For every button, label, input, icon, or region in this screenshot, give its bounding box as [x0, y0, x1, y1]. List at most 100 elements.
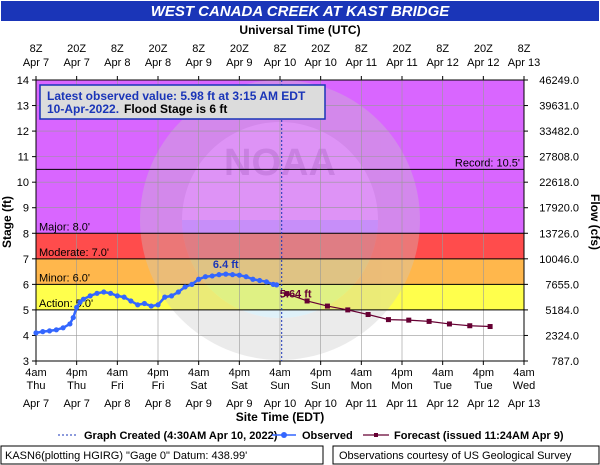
x-tick-day: Fri	[152, 380, 165, 392]
top-tick-time: 20Z	[393, 43, 412, 55]
legend: Graph Created (4:30AM Apr 10, 2022) Obse…	[58, 430, 564, 442]
observed-point	[33, 330, 39, 336]
y-tick-label: 4	[23, 330, 29, 342]
observed-point	[128, 298, 134, 304]
x-tick-time: 4pm	[473, 367, 494, 379]
x-tick-day: Thu	[27, 380, 46, 392]
forecast-point	[284, 291, 290, 297]
threshold-label-major: Major: 8.0'	[39, 221, 90, 233]
flow-tick-label: 787.0	[551, 356, 579, 368]
observed-point	[77, 299, 83, 305]
x-tick-time: 4am	[513, 367, 534, 379]
x-tick-date: Apr 7	[64, 398, 90, 410]
flow-tick-label: 5184.0	[545, 305, 579, 317]
top-tick-date: Apr 13	[508, 57, 540, 69]
threshold-label-minor: Minor: 6.0'	[39, 272, 90, 284]
forecast-point	[406, 317, 412, 323]
x-tick-day: Sun	[311, 380, 331, 392]
observed-peak-label: 6.4 ft	[213, 259, 239, 271]
observed-point	[263, 279, 270, 285]
forecast-point	[385, 317, 391, 323]
y-tick-label: 11	[18, 152, 29, 164]
observed-point	[70, 314, 76, 321]
record-label: Record: 10.5'	[455, 157, 520, 169]
flow-tick-label: 46249.0	[539, 75, 579, 87]
x-tick-time: 4am	[432, 367, 453, 379]
x-tick-day: Sat	[190, 380, 207, 392]
x-tick-date: Apr 12	[426, 398, 458, 410]
top-tick-time: 8Z	[30, 43, 43, 55]
x-tick-day: Wed	[513, 380, 535, 392]
observed-point	[202, 274, 209, 280]
observed-point	[101, 289, 107, 295]
x-tick-day: Sun	[270, 380, 290, 392]
observed-point	[87, 293, 93, 299]
top-tick-time: 20Z	[474, 43, 493, 55]
observed-point	[189, 281, 195, 287]
title-bar	[1, 1, 599, 21]
forecast-point	[487, 324, 493, 330]
y-tick-label: 12	[17, 126, 29, 138]
flow-tick-label: 13726.0	[539, 228, 579, 240]
legend-observed: Observed	[302, 430, 353, 442]
flood-stage-text: Flood Stage is 6 ft	[124, 102, 227, 116]
observed-point	[40, 329, 46, 335]
x-tick-day: Mon	[391, 380, 412, 392]
observed-point	[162, 294, 168, 300]
forecast-point	[467, 323, 473, 329]
footer: KASN6(plotting HGIRG) "Gage 0" Datum: 43…	[0, 445, 600, 465]
forecast-point	[446, 321, 452, 327]
top-tick-time: 8Z	[355, 43, 368, 55]
top-tick-date: Apr 8	[104, 57, 130, 69]
x-tick-day: Sat	[231, 380, 248, 392]
x-axis-title: Site Time (EDT)	[236, 410, 324, 424]
forecast-point	[324, 303, 330, 309]
observed-point	[46, 328, 53, 334]
top-tick-date: Apr 10	[304, 57, 336, 69]
top-tick-date: Apr 7	[23, 57, 49, 69]
top-tick-time: 8Z	[436, 43, 449, 55]
legend-graph-created: Graph Created (4:30AM Apr 10, 2022)	[84, 430, 278, 442]
top-tick-date: Apr 12	[426, 57, 458, 69]
x-tick-date: Apr 10	[264, 398, 296, 410]
x-tick-day: Mon	[351, 380, 372, 392]
observed-point	[53, 327, 59, 333]
observed-point	[175, 289, 181, 295]
observed-point	[114, 293, 120, 299]
observed-point	[274, 282, 280, 288]
x-tick-date: Apr 11	[386, 398, 418, 410]
top-tick-time: 20Z	[311, 43, 330, 55]
x-tick-day: Fri	[111, 380, 124, 392]
top-tick-time: 8Z	[192, 43, 205, 55]
flow-tick-label: 27808.0	[539, 152, 579, 164]
observed-point	[209, 273, 215, 279]
x-tick-date: Apr 8	[104, 398, 130, 410]
y-tick-label: 6	[23, 279, 29, 291]
observed-point	[94, 290, 100, 296]
observed-point	[196, 276, 202, 282]
forecast-first-label: 5.64 ft	[280, 289, 312, 301]
x-tick-date: Apr 13	[508, 398, 540, 410]
top-tick-date: Apr 11	[346, 57, 378, 69]
top-tick-time: 20Z	[67, 43, 86, 55]
top-tick-time: 8Z	[274, 43, 287, 55]
y-tick-label: 5	[23, 305, 29, 317]
x-tick-date: Apr 11	[346, 398, 378, 410]
x-tick-time: 4am	[269, 367, 290, 379]
x-tick-time: 4am	[188, 367, 209, 379]
x-tick-time: 4am	[25, 367, 46, 379]
x-tick-day: Tue	[433, 380, 452, 392]
x-tick-day: Tue	[474, 380, 493, 392]
observed-point	[168, 293, 175, 299]
observed-point	[135, 302, 141, 308]
y-tick-label: 7	[23, 254, 29, 266]
top-tick-time: 20Z	[230, 43, 249, 55]
flow-tick-label: 7655.0	[545, 279, 579, 291]
top-tick-date: Apr 11	[386, 57, 418, 69]
y-tick-label: 14	[17, 75, 29, 87]
observed-point	[236, 272, 242, 278]
top-tick-date: Apr 9	[186, 57, 212, 69]
x-tick-day: Thu	[67, 380, 86, 392]
forecast-point	[345, 307, 351, 313]
